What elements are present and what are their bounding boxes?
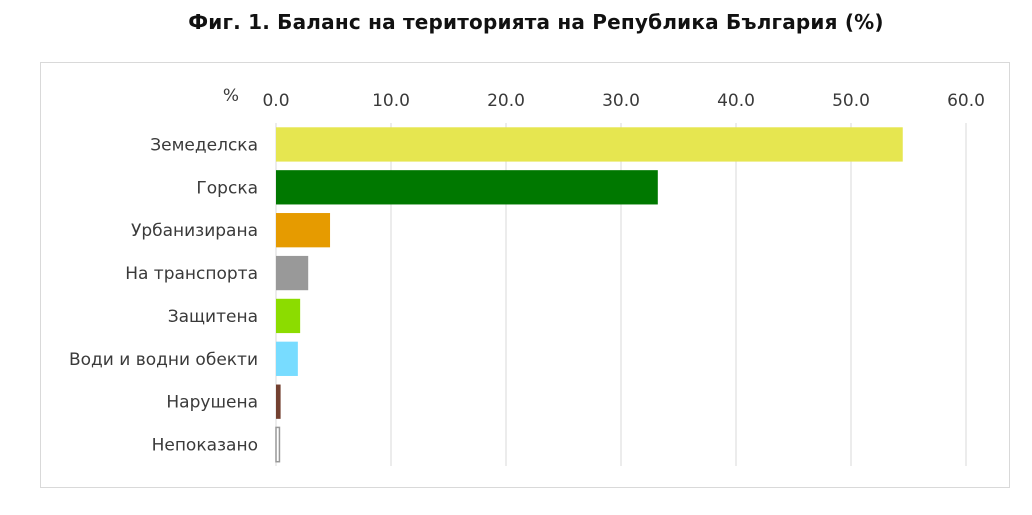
x-tick-label: 60.0	[947, 91, 985, 111]
x-tick-label: 30.0	[602, 91, 640, 111]
bar	[276, 298, 301, 334]
category-label: Горска	[196, 178, 258, 198]
bars	[275, 127, 903, 463]
x-axis-ticks: 0.0 10.0 20.0 30.0 40.0 50.0 60.0	[262, 91, 984, 111]
bar	[276, 213, 331, 248]
x-tick-label: 10.0	[372, 91, 410, 111]
x-tick-label: 40.0	[717, 91, 755, 111]
category-label: На транспорта	[125, 264, 258, 284]
x-tick-label: 20.0	[487, 91, 525, 111]
bar	[276, 384, 281, 419]
unit-label: %	[223, 86, 239, 106]
x-tick-label: 0.0	[262, 91, 289, 111]
bar	[276, 255, 309, 291]
category-label: Нарушена	[166, 393, 258, 413]
category-label: Урбанизирана	[131, 221, 258, 241]
category-labels: Земеделска Горска Урбанизирана На транспорт…	[69, 135, 258, 455]
bar	[276, 341, 298, 376]
category-label: Защитена	[168, 307, 258, 327]
category-label: Непоказано	[152, 436, 258, 456]
chart-title: Фиг. 1. Баланс на територията на Републи…	[188, 10, 884, 34]
bar	[276, 170, 658, 205]
category-label: Води и водни обекти	[69, 350, 258, 370]
bar	[276, 127, 903, 162]
category-label: Земеделска	[150, 135, 258, 155]
bar	[275, 426, 281, 463]
x-tick-label: 50.0	[832, 91, 870, 111]
